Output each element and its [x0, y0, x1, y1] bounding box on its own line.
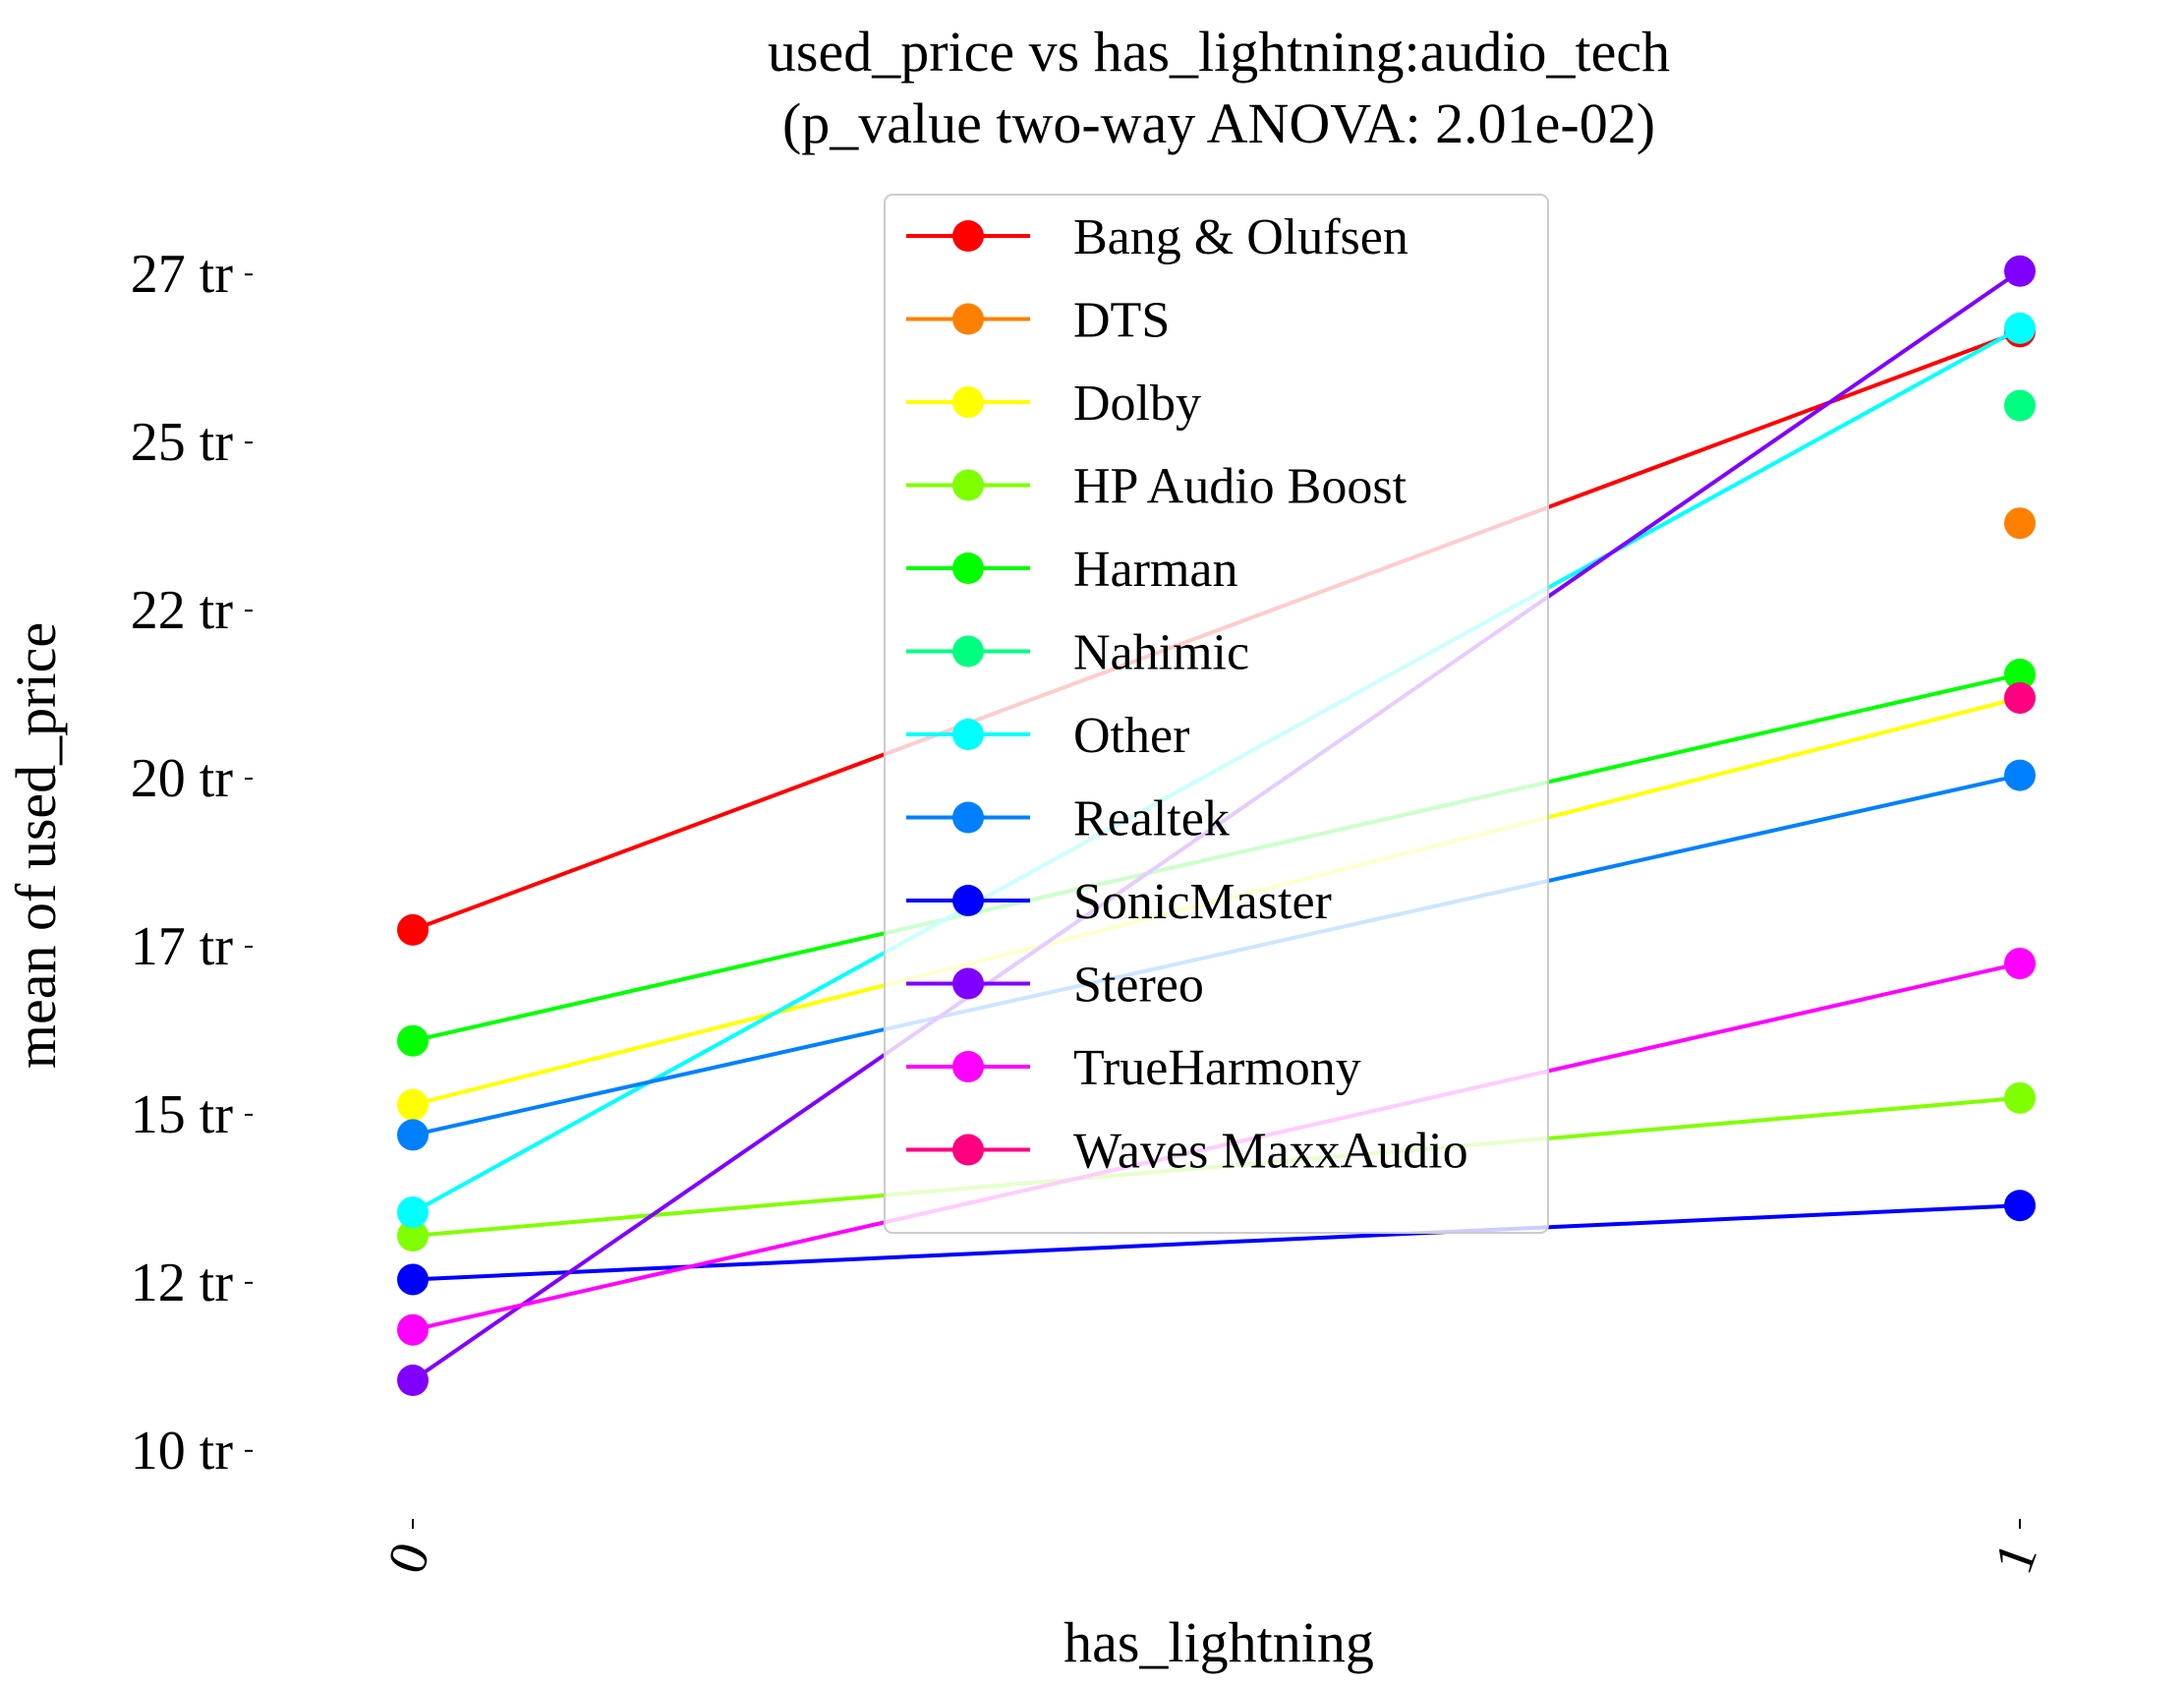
data-point: [2004, 255, 2036, 287]
legend-item: Nahimic: [906, 625, 1249, 681]
data-point: [397, 1313, 429, 1346]
legend: Bang & Olufsen DTS Dolby HP Audio Boost Harm…: [884, 194, 1549, 1234]
y-axis-label: mean of used_price: [4, 622, 68, 1069]
data-point: [2004, 1190, 2036, 1222]
series-group: [2004, 681, 2036, 714]
series-group: [2004, 507, 2036, 540]
chart-title: used_price vs has_lightning:audio_tech: [768, 20, 1670, 84]
legend-marker: [952, 885, 984, 916]
legend-marker: [952, 635, 984, 668]
x-tick-label: 1: [1983, 1535, 2049, 1582]
legend-item: Other: [906, 708, 1189, 764]
legend-marker: [952, 469, 984, 501]
data-point: [397, 1220, 429, 1251]
legend-item: Waves MaxxAudio: [906, 1124, 1468, 1180]
data-point: [397, 1119, 429, 1151]
legend-box: [884, 194, 1549, 1234]
legend-marker: [952, 386, 984, 418]
data-point: [397, 1088, 429, 1121]
data-point: [397, 1263, 429, 1296]
legend-label: Harman: [1073, 542, 1237, 598]
legend-item: Harman: [906, 542, 1237, 598]
legend-label: Stereo: [1073, 958, 1204, 1014]
legend-label: Other: [1073, 708, 1189, 764]
legend-marker: [952, 801, 984, 834]
legend-label: Bang & Olufsen: [1073, 209, 1408, 265]
data-point: [397, 1365, 429, 1397]
data-point: [2004, 759, 2036, 791]
legend-item: Stereo: [906, 958, 1204, 1014]
data-point: [2004, 312, 2036, 344]
y-tick-label: 10 tr: [131, 1421, 234, 1482]
legend-item: Dolby: [906, 376, 1201, 432]
x-axis-label: has_lightning: [1063, 1610, 1374, 1674]
data-point: [2004, 659, 2036, 691]
y-tick-label: 22 tr: [131, 580, 234, 641]
data-point: [2004, 389, 2036, 422]
data-point: [2004, 681, 2036, 714]
data-point: [397, 1196, 429, 1229]
legend-marker: [952, 1134, 984, 1166]
legend-item: TrueHarmony: [906, 1040, 1361, 1096]
legend-label: SonicMaster: [1073, 874, 1332, 930]
legend-label: HP Audio Boost: [1073, 459, 1408, 515]
legend-item: SonicMaster: [906, 874, 1332, 930]
legend-label: TrueHarmony: [1073, 1040, 1361, 1096]
data-point: [2004, 948, 2036, 980]
legend-label: Dolby: [1073, 376, 1201, 432]
legend-item: Realtek: [906, 791, 1230, 847]
y-tick-label: 15 tr: [131, 1084, 234, 1145]
data-point: [397, 913, 429, 946]
y-tick-label: 27 tr: [131, 244, 234, 305]
legend-label: Waves MaxxAudio: [1073, 1124, 1468, 1180]
legend-marker: [952, 967, 984, 1000]
legend-marker: [952, 719, 984, 750]
y-tick-label: 25 tr: [131, 412, 234, 473]
legend-item: DTS: [906, 293, 1170, 349]
legend-label: DTS: [1073, 293, 1170, 349]
legend-marker: [952, 553, 984, 584]
y-tick-label: 20 tr: [131, 748, 234, 809]
data-point: [2004, 1081, 2036, 1114]
chart-subtitle: (p_value two-way ANOVA: 2.01e-02): [782, 91, 1655, 155]
data-point: [397, 1024, 429, 1057]
y-tick-label: 12 tr: [131, 1252, 234, 1313]
legend-item: Bang & Olufsen: [906, 209, 1408, 265]
legend-item: HP Audio Boost: [906, 459, 1408, 515]
y-axis: 10 tr 12 tr 15 tr 17 tr 20 tr 22 tr 25 tr 27 tr: [131, 244, 253, 1482]
legend-label: Realtek: [1073, 791, 1230, 847]
legend-marker: [952, 1051, 984, 1082]
y-tick-label: 17 tr: [131, 916, 234, 977]
legend-marker: [952, 220, 984, 252]
legend-label: Nahimic: [1073, 625, 1249, 681]
data-point: [2004, 507, 2036, 540]
series-group: [2004, 389, 2036, 422]
legend-marker: [952, 303, 984, 335]
x-tick-label: 0: [375, 1535, 442, 1582]
